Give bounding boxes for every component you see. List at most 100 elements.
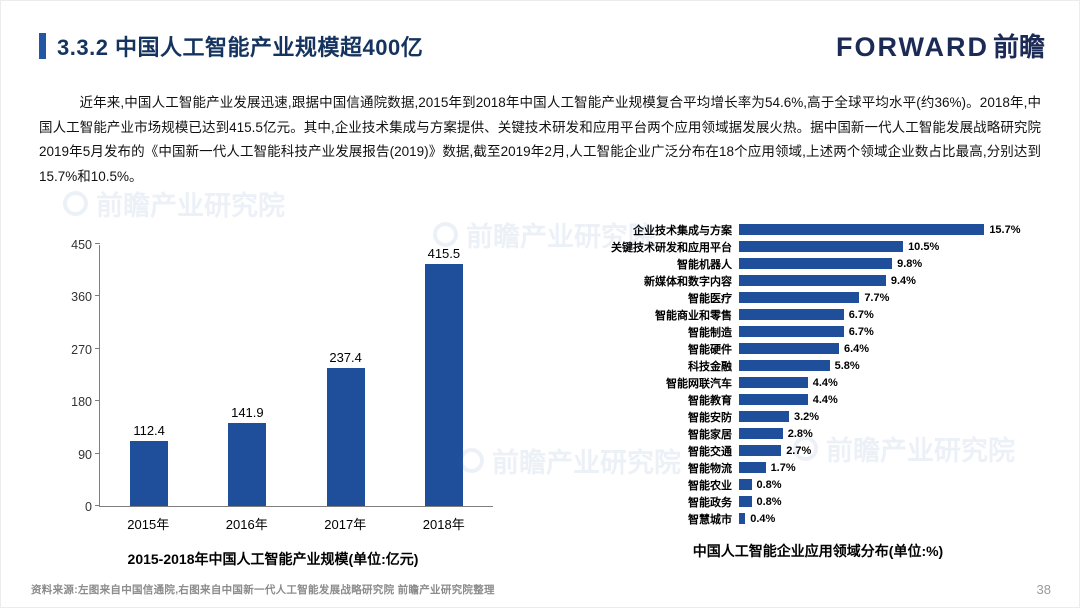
bar-row: 智能家居 2.8% (589, 425, 1047, 442)
bar (739, 223, 985, 236)
category-label: 智能物流 (688, 462, 732, 475)
bar-column: 112.4 (100, 245, 198, 506)
category-label: 智能制造 (688, 326, 732, 339)
page-title: 3.3.2 中国人工智能产业规模超400亿 (57, 34, 424, 60)
category-label: 智能农业 (688, 479, 732, 492)
bar (739, 410, 789, 423)
page-number: 38 (1036, 582, 1051, 597)
bar (739, 325, 844, 338)
category-label: 智能商业和零售 (655, 309, 732, 322)
bar-row: 新媒体和数字内容 9.4% (589, 272, 1047, 289)
category-label: 智慧城市 (688, 513, 732, 526)
watermark-logo-icon (63, 191, 88, 216)
bar-value-label: 2.8% (787, 427, 813, 440)
bar-row: 智能商业和零售 6.7% (589, 306, 1047, 323)
watermark-text: 前瞻产业研究院 (96, 191, 285, 221)
watermark: 前瞻产业研究院 (63, 184, 285, 223)
source-note: 资料来源:左图来自中国信通院,右图来自中国新一代人工智能发展战略研究院 前瞻产业… (31, 584, 495, 596)
bar-value-label: 0.8% (756, 495, 782, 508)
category-label: 智能政务 (688, 496, 732, 509)
y-axis-tick-mark (95, 400, 100, 402)
bar (739, 478, 752, 491)
application-distribution-rows: 企业技术集成与方案 15.7% 关键技术研发和应用平台 10.5% 智能机器人 9.8% 新… (589, 221, 1047, 527)
bar-column: 415.5 (395, 245, 493, 506)
bar-value-label: 6.4% (844, 342, 870, 355)
category-label: 智能安防 (688, 411, 732, 424)
bar-value-label: 10.5% (908, 240, 940, 253)
bar (739, 461, 766, 474)
category-label: 关键技术研发和应用平台 (611, 241, 732, 254)
y-axis-tick-mark (95, 295, 100, 297)
bar-value-label: 9.8% (897, 257, 923, 270)
header: 3.3.2 中国人工智能产业规模超400亿 FORWARD 前瞻 (39, 27, 1045, 64)
y-axis-tick-label: 90 (78, 447, 92, 462)
bar (739, 393, 808, 406)
y-axis-tick-mark (95, 243, 100, 244)
category-label: 智能教育 (688, 394, 732, 407)
bar (739, 240, 904, 253)
bar-row: 智能制造 6.7% (589, 323, 1047, 340)
bar (228, 423, 267, 506)
y-axis-tick-label: 270 (71, 342, 92, 357)
y-axis-tick-label: 360 (71, 290, 92, 305)
bar-value-label: 112.4 (133, 422, 165, 438)
bar-value-label: 6.7% (848, 308, 874, 321)
forward-logo: FORWARD 前瞻 (836, 27, 1045, 64)
bar (739, 291, 860, 304)
y-axis-tick-label: 180 (71, 395, 92, 410)
bar-row: 智慧城市 0.4% (589, 510, 1047, 527)
watermark-logo-icon (433, 222, 458, 247)
category-label: 智能网联汽车 (666, 377, 732, 390)
category-label: 智能交通 (688, 445, 732, 458)
bar-value-label: 237.4 (329, 349, 362, 365)
bar-value-label: 0.8% (756, 478, 782, 491)
category-label: 智能家居 (688, 428, 732, 441)
industry-scale-chart: 0 90 180 270 360 450 112.4 141.9 237.4 415.5 2015… (53, 238, 493, 569)
category-label: 智能机器人 (677, 258, 732, 271)
bar (424, 264, 463, 506)
bar-row: 关键技术研发和应用平台 10.5% (589, 238, 1047, 255)
bar (739, 274, 886, 287)
bar-value-label: 141.9 (231, 405, 264, 421)
bar-row: 智能农业 0.8% (589, 476, 1047, 493)
category-label: 新媒体和数字内容 (644, 275, 732, 288)
bar-column: 141.9 (198, 245, 296, 506)
bar-value-label: 2.7% (786, 444, 812, 457)
industry-scale-plot: 0 90 180 270 360 450 112.4 141.9 237.4 415.5 (71, 238, 493, 514)
bar (739, 257, 893, 270)
bar (739, 495, 752, 508)
footer: 资料来源:左图来自中国信通院,右图来自中国新一代人工智能发展战略研究院 前瞻产业… (31, 582, 1051, 597)
x-axis-category-label: 2016年 (225, 517, 268, 532)
body-paragraph: 近年来,中国人工智能产业发展迅速,跟据中国信通院数据,2015年到2018年中国… (39, 95, 1041, 184)
bar-value-label: 1.7% (770, 461, 796, 474)
category-label: 企业技术集成与方案 (633, 224, 732, 237)
bar-row: 智能教育 4.4% (589, 391, 1047, 408)
bar (739, 359, 830, 372)
bar (739, 342, 839, 355)
bar-row: 智能交通 2.7% (589, 442, 1047, 459)
bar-value-label: 9.4% (890, 274, 916, 287)
application-distribution-chart: 企业技术集成与方案 15.7% 关键技术研发和应用平台 10.5% 智能机器人 9.8% 新… (589, 221, 1047, 561)
bar-value-label: 4.4% (812, 376, 838, 389)
bar-value-label: 415.5 (427, 246, 461, 262)
bar (739, 376, 808, 389)
bar-row: 智能安防 3.2% (589, 408, 1047, 425)
y-axis-tick-label: 450 (71, 238, 92, 252)
bar-row: 智能网联汽车 4.4% (589, 374, 1047, 391)
bar-row: 科技金融 5.8% (589, 357, 1047, 374)
bar-row: 智能物流 1.7% (589, 459, 1047, 476)
bar-value-label: 4.4% (812, 393, 838, 406)
bar-value-label: 0.4% (750, 512, 776, 525)
logo-latin-text: FORWARD (835, 32, 989, 62)
logo-cjk-text: 前瞻 (992, 32, 1045, 62)
x-axis-category-label: 2017年 (324, 517, 367, 532)
bar-value-label: 6.7% (848, 325, 874, 338)
bar-row: 智能机器人 9.8% (589, 255, 1047, 272)
x-axis-category-label: 2015年 (127, 517, 170, 532)
y-axis-tick-label: 0 (85, 500, 92, 514)
bar (739, 308, 844, 321)
title-accent-bar (39, 32, 46, 59)
bar-column: 237.4 (297, 245, 395, 506)
x-axis-category-label: 2018年 (422, 517, 465, 532)
